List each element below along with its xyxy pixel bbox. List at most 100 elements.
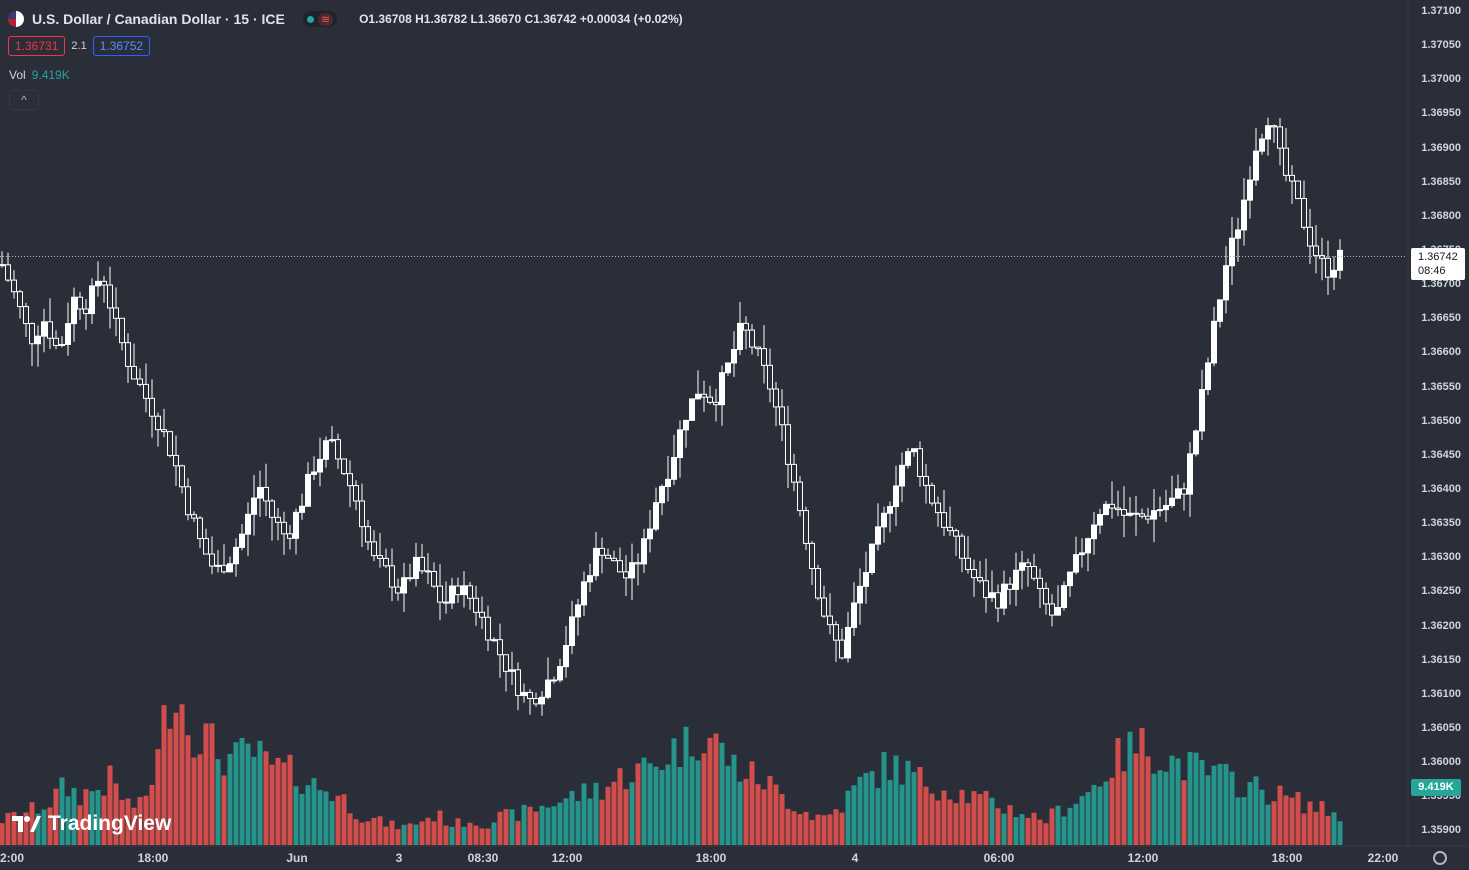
volume-bar [491, 822, 497, 845]
candle-body [1337, 249, 1343, 271]
candle-body [431, 570, 437, 587]
volume-bar [329, 801, 335, 845]
candle-body [1193, 430, 1199, 455]
volume-bar [797, 814, 803, 845]
candle-body [101, 280, 107, 286]
candle-body [353, 485, 359, 502]
candle-body [1019, 562, 1025, 571]
candle-body [329, 439, 335, 442]
volume-bar [1013, 817, 1019, 845]
volume-bar [683, 726, 689, 845]
candle-body [899, 464, 905, 487]
volume-bar [77, 805, 83, 845]
tradingview-logo[interactable]: TradingView [10, 812, 171, 836]
candle-body [515, 669, 521, 696]
candle-body [173, 454, 179, 467]
volume-bar [1085, 792, 1091, 845]
volume-bar [287, 754, 293, 845]
candle-body [1121, 509, 1127, 516]
volume-bar [773, 784, 779, 845]
candle-body [497, 639, 503, 656]
candle-body [263, 486, 269, 502]
candle-body [947, 526, 953, 532]
candle-body [191, 514, 197, 519]
settings-icon[interactable] [1433, 851, 1447, 865]
volume-bar [653, 766, 659, 845]
volume-bar [851, 785, 857, 845]
volume-bar [1337, 821, 1343, 845]
candle-body [281, 521, 287, 535]
candle-body [239, 533, 245, 548]
spread-value: 2.1 [71, 40, 87, 52]
candle-body [1271, 125, 1277, 128]
candle-body [887, 506, 893, 514]
volume-bar [635, 763, 641, 845]
volume-bar [1319, 801, 1325, 845]
candle-body [563, 645, 569, 668]
candle-body [1055, 606, 1061, 616]
volume-bar [785, 808, 791, 845]
candle-body [845, 626, 851, 659]
candle-body [119, 317, 125, 344]
price-axis-label: 1.36450 [1421, 448, 1461, 461]
collapse-legend-button[interactable]: ^ [9, 90, 39, 110]
symbol-title[interactable]: U.S. Dollar / Canadian Dollar · 15 · ICE [32, 11, 285, 27]
candle-body [1085, 538, 1091, 554]
time-axis-label: 2:00 [0, 851, 25, 865]
market-status[interactable]: ≋ [302, 11, 338, 27]
candle-body [611, 557, 617, 562]
candle-body [1277, 126, 1283, 149]
candle-body [977, 577, 983, 582]
time-axis-label: 12:00 [551, 851, 583, 865]
volume-bar [341, 794, 347, 845]
candle-body [95, 280, 101, 287]
candle-body [665, 478, 671, 488]
volume-bar [1019, 814, 1025, 845]
volume-bar [671, 738, 677, 845]
volume-bar [701, 753, 707, 845]
candle-body [149, 397, 155, 417]
candle-body [959, 535, 965, 559]
volume-bar [23, 812, 29, 845]
candle-body [1067, 571, 1073, 587]
candle-body [773, 388, 779, 408]
time-axis-label: Jun [286, 851, 308, 865]
volume-bar [461, 826, 467, 845]
time-axis-label: 18:00 [695, 851, 727, 865]
volume-bar [5, 812, 11, 845]
candle-body [347, 473, 353, 487]
candle-body [863, 572, 869, 587]
volume-bar [317, 790, 323, 845]
candle-body [407, 577, 413, 580]
volume-bar [947, 799, 953, 845]
candle-body [761, 348, 767, 366]
ohlc-readout: O1.36708 H1.36782 L1.36670 C1.36742 +0.0… [359, 12, 683, 26]
candle-body [1079, 552, 1085, 556]
candle-body [65, 323, 71, 345]
volume-bar [251, 756, 257, 845]
candle-body [923, 475, 929, 486]
volume-bar [107, 765, 113, 845]
candle-body [983, 580, 989, 599]
candle-body [587, 575, 593, 583]
sell-button[interactable]: 1.36731 [8, 36, 66, 56]
volume-bar [1037, 819, 1043, 845]
volume-bar [41, 809, 47, 845]
volume-bar [35, 813, 41, 845]
buy-button[interactable]: 1.36752 [92, 36, 151, 56]
candle-body [851, 602, 857, 628]
candle-body [1091, 524, 1097, 540]
price-axis-label: 1.36700 [1421, 278, 1461, 291]
candle-body [1031, 566, 1037, 579]
candle-body [1007, 583, 1013, 590]
volume-legend[interactable]: Vol 9.419K [9, 68, 70, 82]
price-axis-label: 1.36550 [1421, 380, 1461, 393]
volume-bar [53, 788, 59, 845]
volume-bar [881, 751, 887, 845]
volume-bar [545, 807, 551, 845]
candle-body [275, 516, 281, 523]
logo-text: TradingView [48, 812, 172, 835]
volume-bar [779, 794, 785, 845]
